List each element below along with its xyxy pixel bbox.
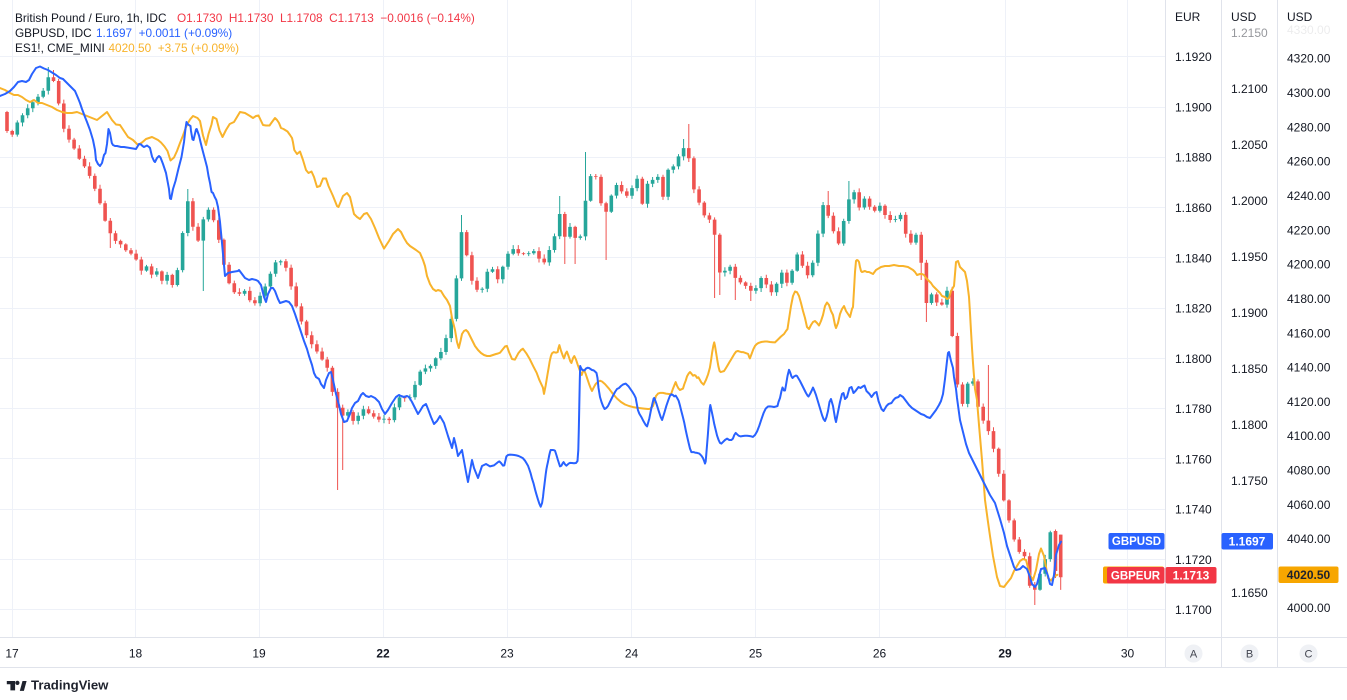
svg-text:4220.00: 4220.00 xyxy=(1287,223,1331,237)
svg-text:1.2100: 1.2100 xyxy=(1231,82,1268,96)
svg-text:4000.00: 4000.00 xyxy=(1287,601,1331,615)
svg-text:ES1!, CME_MINI: ES1!, CME_MINI xyxy=(15,41,105,55)
svg-text:1.1713: 1.1713 xyxy=(1173,569,1210,583)
svg-text:1.1780: 1.1780 xyxy=(1175,402,1212,416)
svg-text:4180.00: 4180.00 xyxy=(1287,292,1331,306)
svg-text:4320.00: 4320.00 xyxy=(1287,52,1331,66)
svg-text:1.1760: 1.1760 xyxy=(1175,452,1212,466)
svg-text:1.2150: 1.2150 xyxy=(1231,26,1268,40)
svg-text:1.2000: 1.2000 xyxy=(1231,194,1268,208)
svg-text:1.2050: 1.2050 xyxy=(1231,138,1268,152)
svg-text:1.1800: 1.1800 xyxy=(1231,418,1268,432)
svg-text:25: 25 xyxy=(749,647,763,661)
svg-text:EUR: EUR xyxy=(1175,10,1201,24)
svg-text:GBPEUR: GBPEUR xyxy=(1111,571,1161,583)
svg-text:1.1800: 1.1800 xyxy=(1175,352,1212,366)
svg-text:19: 19 xyxy=(252,647,266,661)
svg-text:23: 23 xyxy=(500,647,514,661)
svg-text:1.1740: 1.1740 xyxy=(1175,503,1212,517)
svg-text:4260.00: 4260.00 xyxy=(1287,155,1331,169)
svg-text:4240.00: 4240.00 xyxy=(1287,189,1331,203)
svg-text:4020.50: 4020.50 xyxy=(1287,568,1331,582)
svg-text:O1.1730 H1.1730 L1.1708 C1.: O1.1730 H1.1730 L1.1708 C1.1713 −0.0016 … xyxy=(177,11,475,25)
svg-text:1.1697: 1.1697 xyxy=(1229,535,1266,549)
svg-text:1.1900: 1.1900 xyxy=(1231,306,1268,320)
svg-text:22: 22 xyxy=(376,647,390,661)
svg-text:4100.00: 4100.00 xyxy=(1287,429,1331,443)
svg-text:1.1820: 1.1820 xyxy=(1175,302,1212,316)
svg-text:30: 30 xyxy=(1121,647,1135,661)
svg-text:1.1900: 1.1900 xyxy=(1175,101,1212,115)
svg-text:British Pound / Euro, 1h, IDC: British Pound / Euro, 1h, IDC xyxy=(15,11,167,25)
svg-text:4300.00: 4300.00 xyxy=(1287,86,1331,100)
svg-text:1.1700: 1.1700 xyxy=(1175,603,1212,617)
svg-text:1.1750: 1.1750 xyxy=(1231,474,1268,488)
svg-text:4080.00: 4080.00 xyxy=(1287,464,1331,478)
svg-text:4120.00: 4120.00 xyxy=(1287,395,1331,409)
svg-text:4060.00: 4060.00 xyxy=(1287,498,1331,512)
svg-text:1.1697 +0.0011 (+0.09%): 1.1697 +0.0011 (+0.09%) xyxy=(96,26,232,40)
svg-text:1.1880: 1.1880 xyxy=(1175,151,1212,165)
svg-text:4140.00: 4140.00 xyxy=(1287,361,1331,375)
svg-text:4330.00: 4330.00 xyxy=(1287,23,1331,37)
svg-text:C: C xyxy=(1305,649,1313,661)
svg-text:B: B xyxy=(1246,649,1253,661)
svg-text:1.1650: 1.1650 xyxy=(1231,586,1268,600)
svg-text:1.1840: 1.1840 xyxy=(1175,251,1212,265)
svg-text:17: 17 xyxy=(5,647,19,661)
svg-text:GBPUSD, IDC: GBPUSD, IDC xyxy=(15,26,92,40)
svg-text:1.1950: 1.1950 xyxy=(1231,250,1268,264)
svg-text:4040.00: 4040.00 xyxy=(1287,532,1331,546)
svg-text:USD: USD xyxy=(1287,10,1313,24)
svg-text:4160.00: 4160.00 xyxy=(1287,326,1331,340)
svg-text:18: 18 xyxy=(129,647,143,661)
svg-text:24: 24 xyxy=(625,647,639,661)
svg-text:1.1850: 1.1850 xyxy=(1231,362,1268,376)
svg-text:4020.50 +3.75 (+0.09%): 4020.50 +3.75 (+0.09%) xyxy=(109,41,240,55)
svg-text:TradingView: TradingView xyxy=(31,678,109,693)
svg-text:4280.00: 4280.00 xyxy=(1287,120,1331,134)
svg-text:USD: USD xyxy=(1231,10,1257,24)
svg-text:4200.00: 4200.00 xyxy=(1287,258,1331,272)
svg-text:29: 29 xyxy=(998,647,1012,661)
svg-text:1.1720: 1.1720 xyxy=(1175,553,1212,567)
svg-text:26: 26 xyxy=(873,647,887,661)
svg-text:1.1920: 1.1920 xyxy=(1175,50,1212,64)
svg-text:A: A xyxy=(1190,649,1198,661)
svg-text:1.1860: 1.1860 xyxy=(1175,201,1212,215)
svg-text:GBPUSD: GBPUSD xyxy=(1112,536,1161,548)
